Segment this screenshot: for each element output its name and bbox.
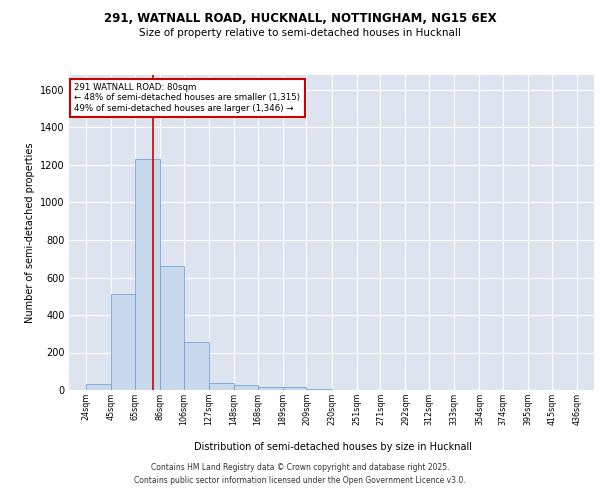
Text: Size of property relative to semi-detached houses in Hucknall: Size of property relative to semi-detach… bbox=[139, 28, 461, 38]
Bar bbox=[134, 160, 160, 390]
Y-axis label: Number of semi-detached properties: Number of semi-detached properties bbox=[25, 142, 35, 323]
Bar bbox=[307, 389, 331, 390]
Text: Distribution of semi-detached houses by size in Hucknall: Distribution of semi-detached houses by … bbox=[194, 442, 472, 452]
Bar bbox=[184, 342, 209, 390]
Text: Contains HM Land Registry data © Crown copyright and database right 2025.: Contains HM Land Registry data © Crown c… bbox=[151, 464, 449, 472]
Bar bbox=[257, 387, 283, 390]
Text: 291, WATNALL ROAD, HUCKNALL, NOTTINGHAM, NG15 6EX: 291, WATNALL ROAD, HUCKNALL, NOTTINGHAM,… bbox=[104, 12, 496, 26]
Bar bbox=[160, 266, 184, 390]
Bar bbox=[86, 384, 111, 390]
Bar bbox=[209, 382, 233, 390]
Text: 291 WATNALL ROAD: 80sqm
← 48% of semi-detached houses are smaller (1,315)
49% of: 291 WATNALL ROAD: 80sqm ← 48% of semi-de… bbox=[74, 83, 300, 112]
Text: Contains public sector information licensed under the Open Government Licence v3: Contains public sector information licen… bbox=[134, 476, 466, 485]
Bar bbox=[111, 294, 134, 390]
Bar bbox=[283, 387, 307, 390]
Bar bbox=[233, 386, 257, 390]
